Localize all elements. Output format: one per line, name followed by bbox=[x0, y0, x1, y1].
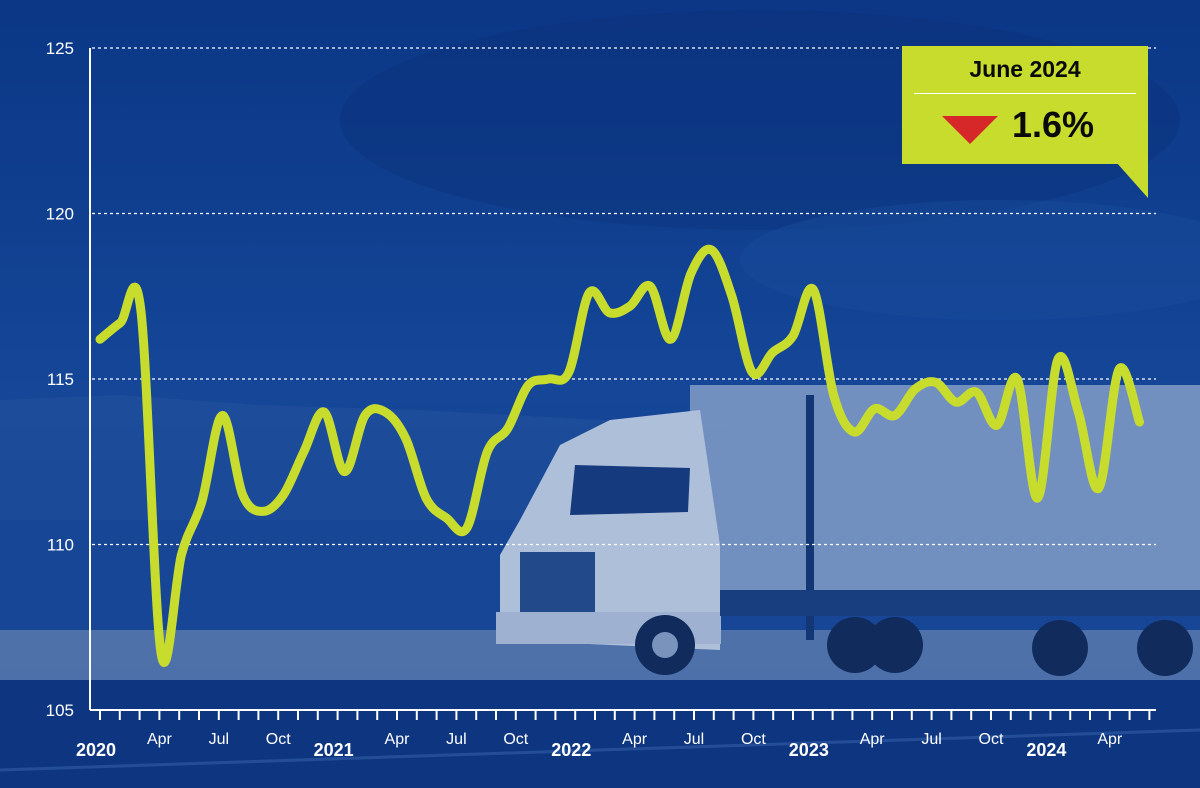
series-layer bbox=[95, 244, 1144, 667]
summary-callout: June 2024 1.6% bbox=[902, 46, 1148, 164]
x-year-label: 2024 bbox=[1026, 740, 1066, 760]
x-tick-label: Oct bbox=[266, 731, 291, 748]
y-tick-label: 105 bbox=[46, 701, 74, 720]
y-tick-label: 120 bbox=[46, 205, 74, 224]
y-tick-label: 115 bbox=[47, 370, 74, 389]
x-tick-label: Apr bbox=[147, 731, 173, 748]
y-tick-label: 110 bbox=[47, 536, 74, 555]
x-tick-label: Apr bbox=[860, 731, 886, 748]
x-tick-label: Oct bbox=[503, 731, 528, 748]
x-year-label: 2020 bbox=[76, 740, 116, 760]
x-tick-label: Jul bbox=[684, 731, 704, 748]
x-year-label: 2023 bbox=[789, 740, 829, 760]
x-tick-label: Apr bbox=[622, 731, 648, 748]
y-tick-label: 125 bbox=[46, 39, 74, 58]
x-tick-label: Jul bbox=[921, 731, 941, 748]
down-triangle-icon bbox=[942, 116, 998, 144]
callout-title: June 2024 bbox=[969, 56, 1081, 82]
x-tick-label: Jul bbox=[209, 731, 229, 748]
x-tick-label: Apr bbox=[1097, 731, 1123, 748]
x-tick-label: Apr bbox=[385, 731, 411, 748]
x-tick-label: Oct bbox=[741, 731, 766, 748]
callout-change-value: 1.6% bbox=[1012, 104, 1095, 145]
series-line bbox=[95, 244, 1144, 667]
callout-tail bbox=[1116, 162, 1148, 198]
y-axis-ticks: 105 110 115 120 125 bbox=[46, 39, 74, 720]
x-year-label: 2022 bbox=[551, 740, 591, 760]
x-tick-label: Oct bbox=[979, 731, 1004, 748]
callout-divider bbox=[914, 93, 1136, 94]
x-tick-label: Jul bbox=[446, 731, 466, 748]
x-year-label: 2021 bbox=[314, 740, 354, 760]
x-axis: 2020 Apr Jul Oct 2021 Apr Jul Oct 2022 Apr Jul Oct 2… bbox=[76, 48, 1156, 760]
